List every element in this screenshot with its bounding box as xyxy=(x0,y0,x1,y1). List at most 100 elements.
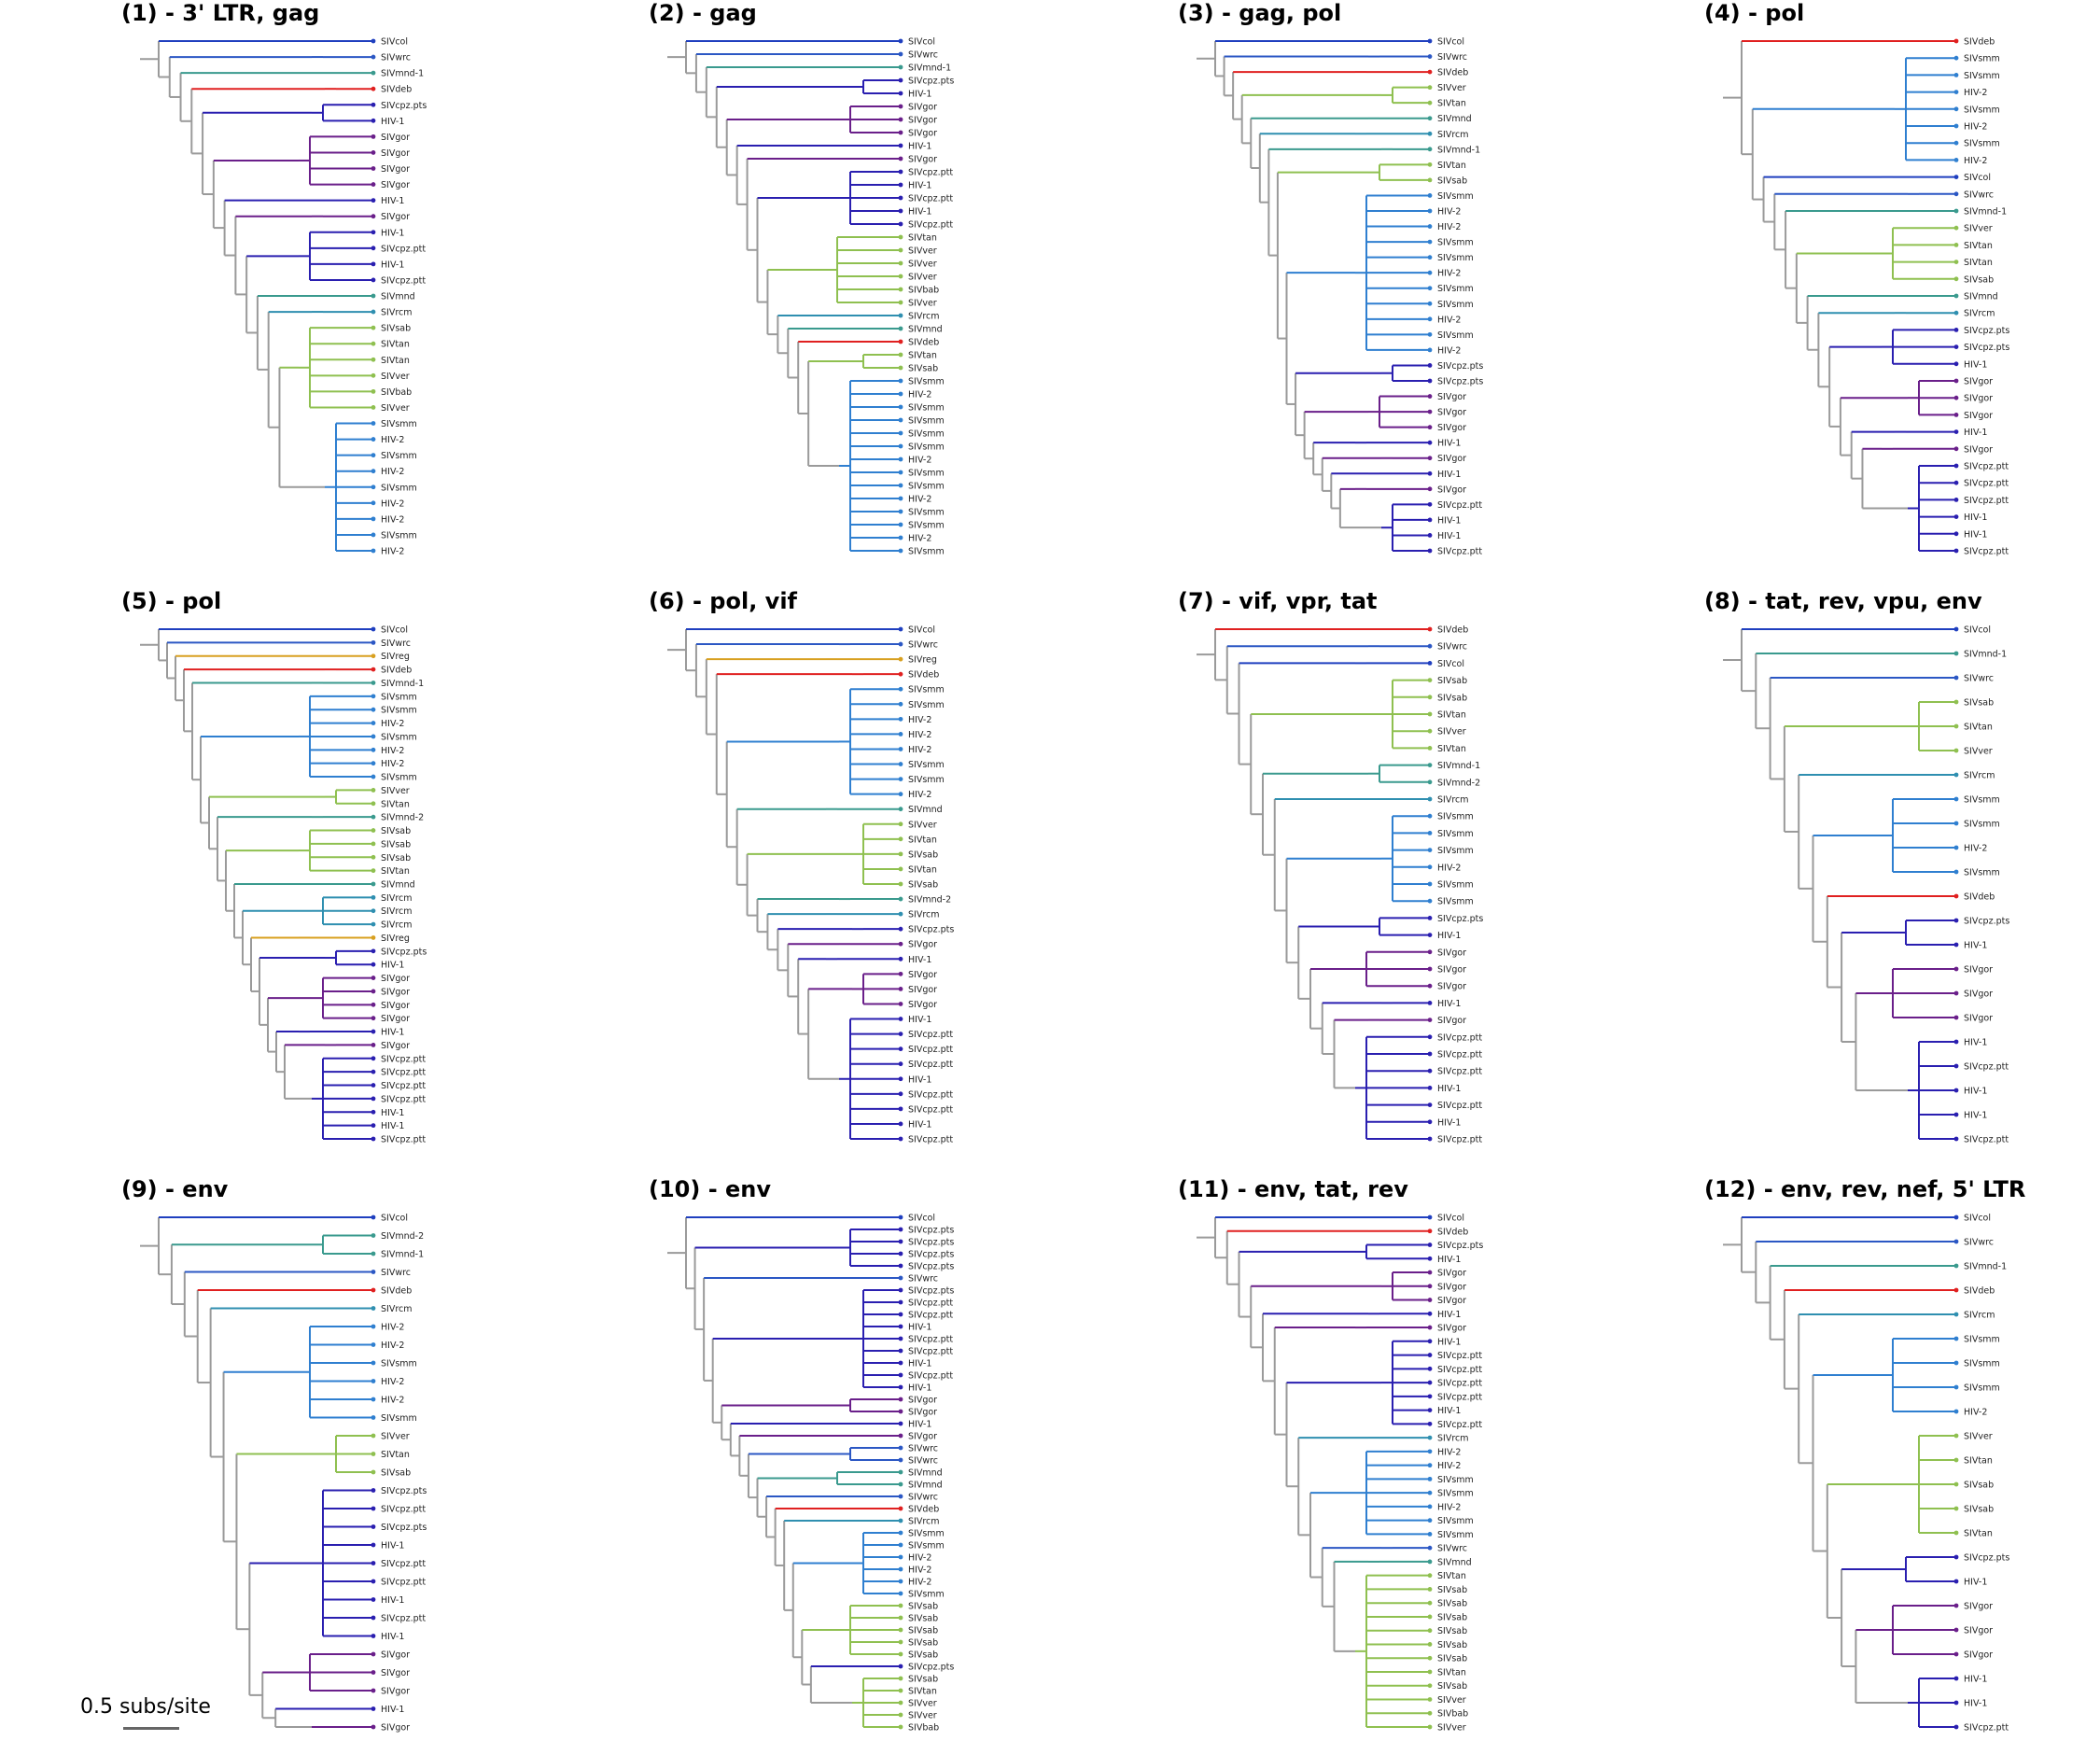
tip-node xyxy=(898,1591,903,1596)
tip-node xyxy=(898,1639,903,1645)
tip-node xyxy=(371,102,376,107)
tip-node xyxy=(371,1561,376,1565)
tip-node xyxy=(1953,158,1959,162)
tip-node xyxy=(1427,85,1433,91)
leaf-label: HIV-2 xyxy=(381,514,404,525)
tip-node xyxy=(1953,1263,1959,1269)
tip-node xyxy=(1427,239,1433,245)
leaf-label: SIVcpz.ptt xyxy=(1437,1351,1482,1361)
leaf-label: SIVcol xyxy=(1964,625,1991,636)
leaf-label: SIVsmm xyxy=(1964,105,2000,115)
leaf-label: SIVver xyxy=(1964,747,1993,757)
tip-node xyxy=(1953,378,1959,384)
leaf-label: HIV-1 xyxy=(1964,1699,1987,1709)
leaf-label: SIVver xyxy=(381,403,410,414)
tip-node xyxy=(371,1233,376,1238)
leaf-label: SIVsmm xyxy=(1437,191,1474,202)
tip-node xyxy=(371,747,376,752)
leaf-label: SIVgor xyxy=(1964,394,1993,404)
leaf-label: SIVcpz.pts xyxy=(1964,343,2009,353)
tip-node xyxy=(371,854,376,860)
leaf-label: SIVsab xyxy=(1964,274,1994,285)
tip-node xyxy=(1953,276,1959,282)
leaf-label: SIVgor xyxy=(1964,965,1993,976)
leaf-label: SIVcpz.pts xyxy=(381,1523,427,1533)
leaf-label: SIVsmm xyxy=(1437,897,1474,907)
leaf-label: SIVmnd-1 xyxy=(1964,650,2007,660)
leaf-label: SIVtan xyxy=(908,1687,937,1697)
leaf-label: SIVmnd-1 xyxy=(908,63,951,74)
tip-node xyxy=(1427,193,1433,198)
tip-node xyxy=(371,246,376,251)
leaf-label: SIVcpz.ptt xyxy=(381,1614,426,1624)
tree-panel: (10) - env SIVcol SIVcpz.pts SIVcpz.pts SIVc… xyxy=(649,1176,1171,1755)
tip-node xyxy=(898,792,903,797)
leaf-label: SIVsab xyxy=(1437,1612,1467,1622)
tip-node xyxy=(898,535,903,541)
leaf-label: SIVgor xyxy=(1437,1016,1466,1026)
leaf-label: SIVgor xyxy=(908,970,937,980)
tip-node xyxy=(1427,147,1433,152)
tip-node xyxy=(371,1469,376,1475)
leaf-label: SIVcpz.ptt xyxy=(908,1347,953,1357)
tip-node xyxy=(1953,699,1959,705)
tip-node xyxy=(371,681,376,685)
tip-node xyxy=(371,1415,376,1420)
tip-node xyxy=(898,1106,903,1112)
leaf-label: SIVgor xyxy=(1437,948,1466,958)
tip-node xyxy=(1953,395,1959,400)
tip-node xyxy=(898,701,903,707)
tip-node xyxy=(1427,1545,1433,1551)
leaf-label: HIV-1 xyxy=(1437,1310,1461,1320)
tip-node xyxy=(371,707,376,712)
tip-node xyxy=(371,293,376,299)
tip-node xyxy=(1427,1270,1433,1275)
tip-node xyxy=(1427,1421,1433,1426)
tip-node xyxy=(371,133,376,139)
tip-node xyxy=(898,1360,903,1366)
leaf-label: SIVsmm xyxy=(381,706,417,716)
tip-node xyxy=(1953,942,1959,948)
tip-node xyxy=(1427,394,1433,399)
leaf-label: SIVsmm xyxy=(381,732,417,742)
tip-node xyxy=(1953,1360,1959,1366)
leaf-label: HIV-1 xyxy=(1964,1111,1987,1121)
leaf-label: SIVcpz.ptt xyxy=(1964,479,2009,489)
leaf-label: SIVcpz.ptt xyxy=(381,1094,426,1104)
tip-node xyxy=(1953,463,1959,469)
tip-node xyxy=(371,388,376,394)
tip-node xyxy=(1427,347,1433,353)
leaf-label: SIVwrc xyxy=(908,640,938,651)
leaf-label: SIVtan xyxy=(381,340,410,350)
leaf-label: HIV-1 xyxy=(1964,1578,1987,1588)
tip-node xyxy=(371,1488,376,1493)
tip-node xyxy=(1953,1063,1959,1069)
leaf-label: SIVcol xyxy=(908,37,935,48)
tip-node xyxy=(898,1372,903,1378)
leaf-label: HIV-1 xyxy=(1437,1255,1461,1265)
tip-node xyxy=(371,500,376,506)
leaf-label: HIV-2 xyxy=(381,547,404,557)
tip-node xyxy=(898,404,903,410)
leaf-label: SIVver xyxy=(908,820,937,830)
leaf-label: SIVver xyxy=(1964,224,1993,234)
leaf-label: SIVbab xyxy=(908,286,939,296)
leaf-label: SIVsmm xyxy=(1437,846,1474,856)
tip-node xyxy=(371,1342,376,1347)
leaf-label: HIV-2 xyxy=(1437,315,1461,325)
leaf-label: SIVcpz.ptt xyxy=(381,1081,426,1091)
tip-node xyxy=(898,287,903,292)
tip-node xyxy=(1427,208,1433,214)
leaf-label: SIVsmm xyxy=(908,469,945,479)
leaf-label: SIVcpz.ptt xyxy=(1437,1392,1482,1402)
leaf-label: SIVsab xyxy=(1964,1505,1994,1515)
leaf-label: HIV-1 xyxy=(381,1028,404,1038)
tip-node xyxy=(898,1530,903,1536)
tip-node xyxy=(371,421,376,426)
leaf-label: SIVsmm xyxy=(1437,330,1474,341)
tip-node xyxy=(371,841,376,847)
tip-node xyxy=(898,732,903,737)
tip-node xyxy=(898,1554,903,1560)
tip-node xyxy=(1427,548,1433,554)
leaf-label: SIVdeb xyxy=(1437,625,1468,636)
